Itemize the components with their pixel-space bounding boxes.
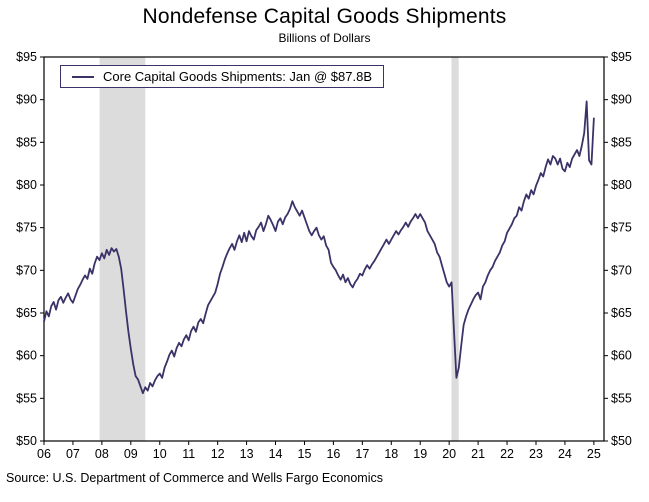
svg-text:$60: $60 — [611, 349, 632, 363]
legend: Core Capital Goods Shipments: Jan @ $87.… — [60, 65, 385, 88]
svg-text:$95: $95 — [611, 50, 632, 64]
svg-text:25: 25 — [587, 447, 601, 461]
svg-text:$75: $75 — [16, 221, 37, 235]
svg-text:08: 08 — [95, 447, 109, 461]
svg-text:13: 13 — [240, 447, 254, 461]
svg-text:$85: $85 — [16, 135, 37, 149]
chart-title: Nondefense Capital Goods Shipments — [142, 5, 507, 28]
svg-text:$90: $90 — [611, 93, 632, 107]
svg-text:$65: $65 — [611, 306, 632, 320]
svg-text:24: 24 — [558, 447, 572, 461]
svg-text:$55: $55 — [611, 391, 632, 405]
svg-text:19: 19 — [413, 447, 427, 461]
svg-text:$80: $80 — [611, 178, 632, 192]
svg-text:$50: $50 — [611, 434, 632, 448]
svg-text:$70: $70 — [611, 263, 632, 277]
svg-text:$65: $65 — [16, 306, 37, 320]
svg-text:10: 10 — [153, 447, 167, 461]
svg-text:20: 20 — [442, 447, 456, 461]
legend-label: Core Capital Goods Shipments: Jan @ $87.… — [103, 69, 373, 84]
svg-text:23: 23 — [529, 447, 543, 461]
svg-text:$55: $55 — [16, 391, 37, 405]
svg-text:11: 11 — [182, 447, 195, 461]
svg-text:18: 18 — [384, 447, 398, 461]
svg-text:22: 22 — [500, 447, 514, 461]
svg-text:06: 06 — [37, 447, 51, 461]
svg-text:14: 14 — [269, 447, 283, 461]
svg-text:21: 21 — [471, 447, 485, 461]
svg-text:$75: $75 — [611, 221, 632, 235]
svg-text:$95: $95 — [16, 50, 37, 64]
svg-text:$80: $80 — [16, 178, 37, 192]
svg-text:$50: $50 — [16, 434, 37, 448]
svg-text:15: 15 — [298, 447, 312, 461]
svg-text:16: 16 — [326, 447, 340, 461]
source-note: Source: U.S. Department of Commerce and … — [6, 471, 383, 485]
svg-text:07: 07 — [66, 447, 80, 461]
chart-subtitle: Billions of Dollars — [278, 31, 371, 45]
svg-text:17: 17 — [355, 447, 369, 461]
svg-text:$70: $70 — [16, 263, 37, 277]
svg-text:$90: $90 — [16, 93, 37, 107]
svg-text:12: 12 — [211, 447, 225, 461]
svg-text:$85: $85 — [611, 135, 632, 149]
svg-text:$60: $60 — [16, 349, 37, 363]
svg-text:09: 09 — [124, 447, 138, 461]
legend-line-swatch — [72, 75, 94, 78]
